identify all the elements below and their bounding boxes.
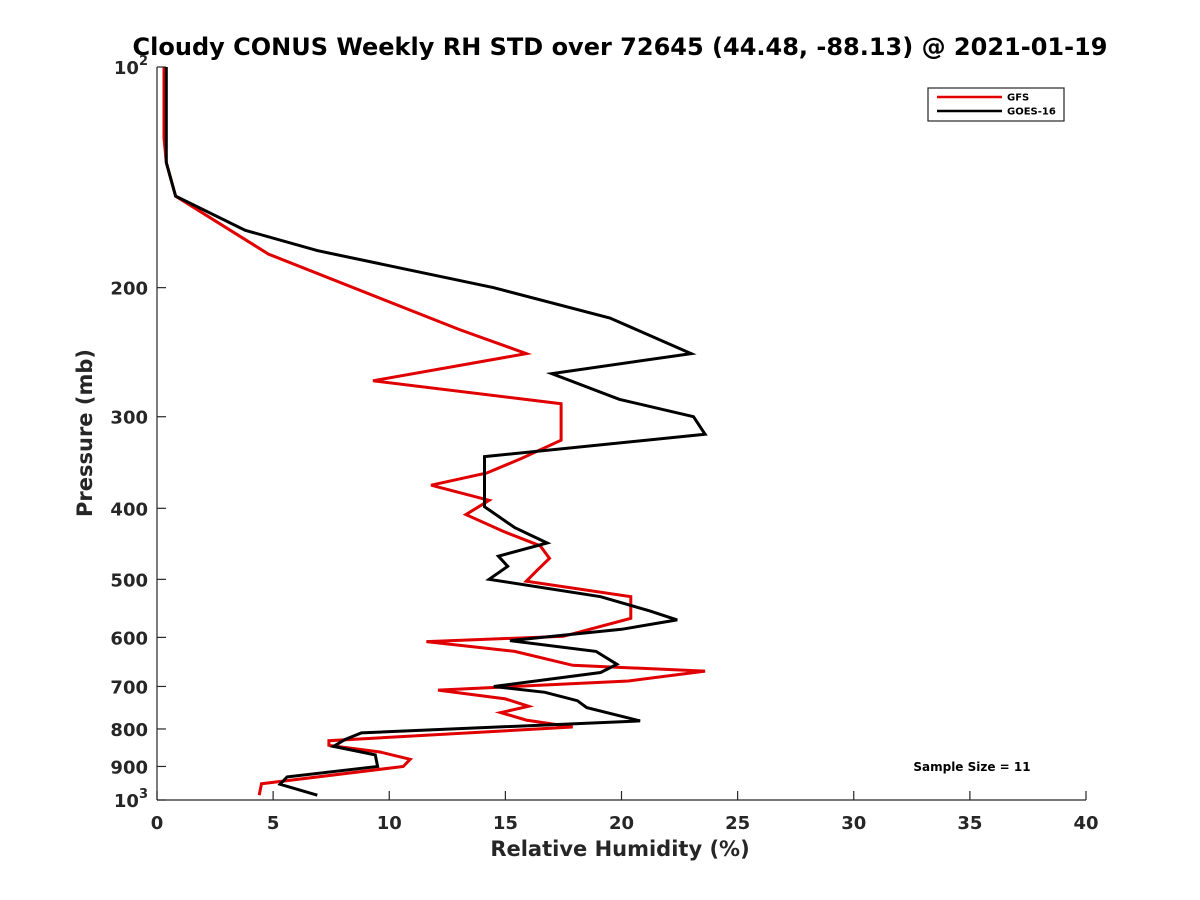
plot-area [162,67,708,797]
y-tick-label: 400 [110,499,148,520]
y-tick-label: 700 [110,677,148,698]
x-tick-label: 35 [957,813,982,834]
legend-label: GFS [1007,93,1029,104]
x-axis: 0 5 10 15 20 25 30 35 40 [151,791,1099,834]
y-tick-label: 102 [114,54,148,79]
y-tick-label: 600 [110,628,148,649]
x-tick-label: 15 [493,813,518,834]
x-tick-label: 30 [841,813,866,834]
y-tick-label-base: 10 [114,791,139,812]
x-tick-label: 5 [267,813,280,834]
y-axis-label: Pressure (mb) [73,349,97,517]
x-tick-label: 10 [377,813,402,834]
legend-label: GOES-16 [1007,107,1056,118]
chart-title: Cloudy CONUS Weekly RH STD over 72645 (4… [133,33,1108,61]
y-tick-label: 800 [110,720,148,741]
y-tick-label: 300 [110,408,148,429]
series-line-goes-16 [164,67,708,797]
y-tick-label: 500 [110,570,148,591]
legend: GFS GOES-16 [927,87,1065,122]
y-tick-label: 103 [114,787,148,812]
y-tick-label-exponent: 2 [139,54,148,69]
y-tick-label: 900 [110,757,148,778]
x-tick-label: 40 [1073,813,1098,834]
sample-size-annotation: Sample Size = 11 [913,760,1030,774]
y-tick-label: 200 [110,279,148,300]
x-tick-label: 25 [725,813,750,834]
x-tick-label: 20 [609,813,634,834]
y-tick-label-base: 10 [114,58,139,79]
x-axis-label: Relative Humidity (%) [490,837,749,861]
series-line-gfs [162,67,706,796]
y-tick-label-exponent: 3 [139,787,148,802]
x-tick-label: 0 [151,813,164,834]
legend-box [927,87,1065,122]
